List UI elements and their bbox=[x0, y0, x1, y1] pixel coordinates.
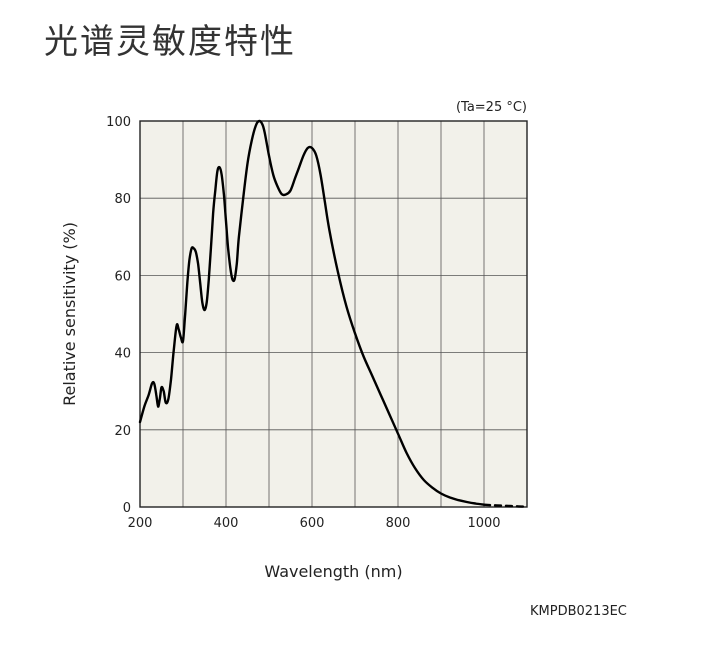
y-tick-label: 80 bbox=[114, 192, 131, 207]
y-tick-label: 20 bbox=[114, 424, 131, 439]
y-tick-label: 60 bbox=[114, 269, 131, 284]
x-tick-label: 200 bbox=[128, 516, 153, 531]
plot-frame bbox=[139, 120, 528, 508]
y-tick-label: 0 bbox=[123, 501, 131, 516]
sensitivity-curve-extrapolated bbox=[482, 503, 529, 508]
x-axis-label: Wavelength (nm) bbox=[264, 562, 402, 581]
y-axis-label: Relative sensitivity (%) bbox=[60, 222, 79, 406]
plot-area bbox=[140, 121, 527, 507]
x-tick-label: 1000 bbox=[467, 516, 500, 531]
x-tick-label: 400 bbox=[214, 516, 239, 531]
sensitivity-curve bbox=[138, 119, 486, 506]
x-tick-label: 600 bbox=[300, 516, 325, 531]
x-tick-label: 800 bbox=[386, 516, 411, 531]
page-title: 光谱灵敏度特性 bbox=[44, 22, 296, 62]
document-code: KMPDB0213EC bbox=[530, 604, 627, 619]
series-group bbox=[138, 119, 529, 508]
condition-label: (Ta=25 °C) bbox=[456, 100, 527, 115]
y-tick-label: 100 bbox=[106, 115, 131, 130]
grid bbox=[140, 121, 527, 507]
y-tick-label: 40 bbox=[114, 347, 131, 362]
tick-labels: 200 400 600 800 1000 0 20 40 60 80 100 bbox=[106, 115, 500, 531]
